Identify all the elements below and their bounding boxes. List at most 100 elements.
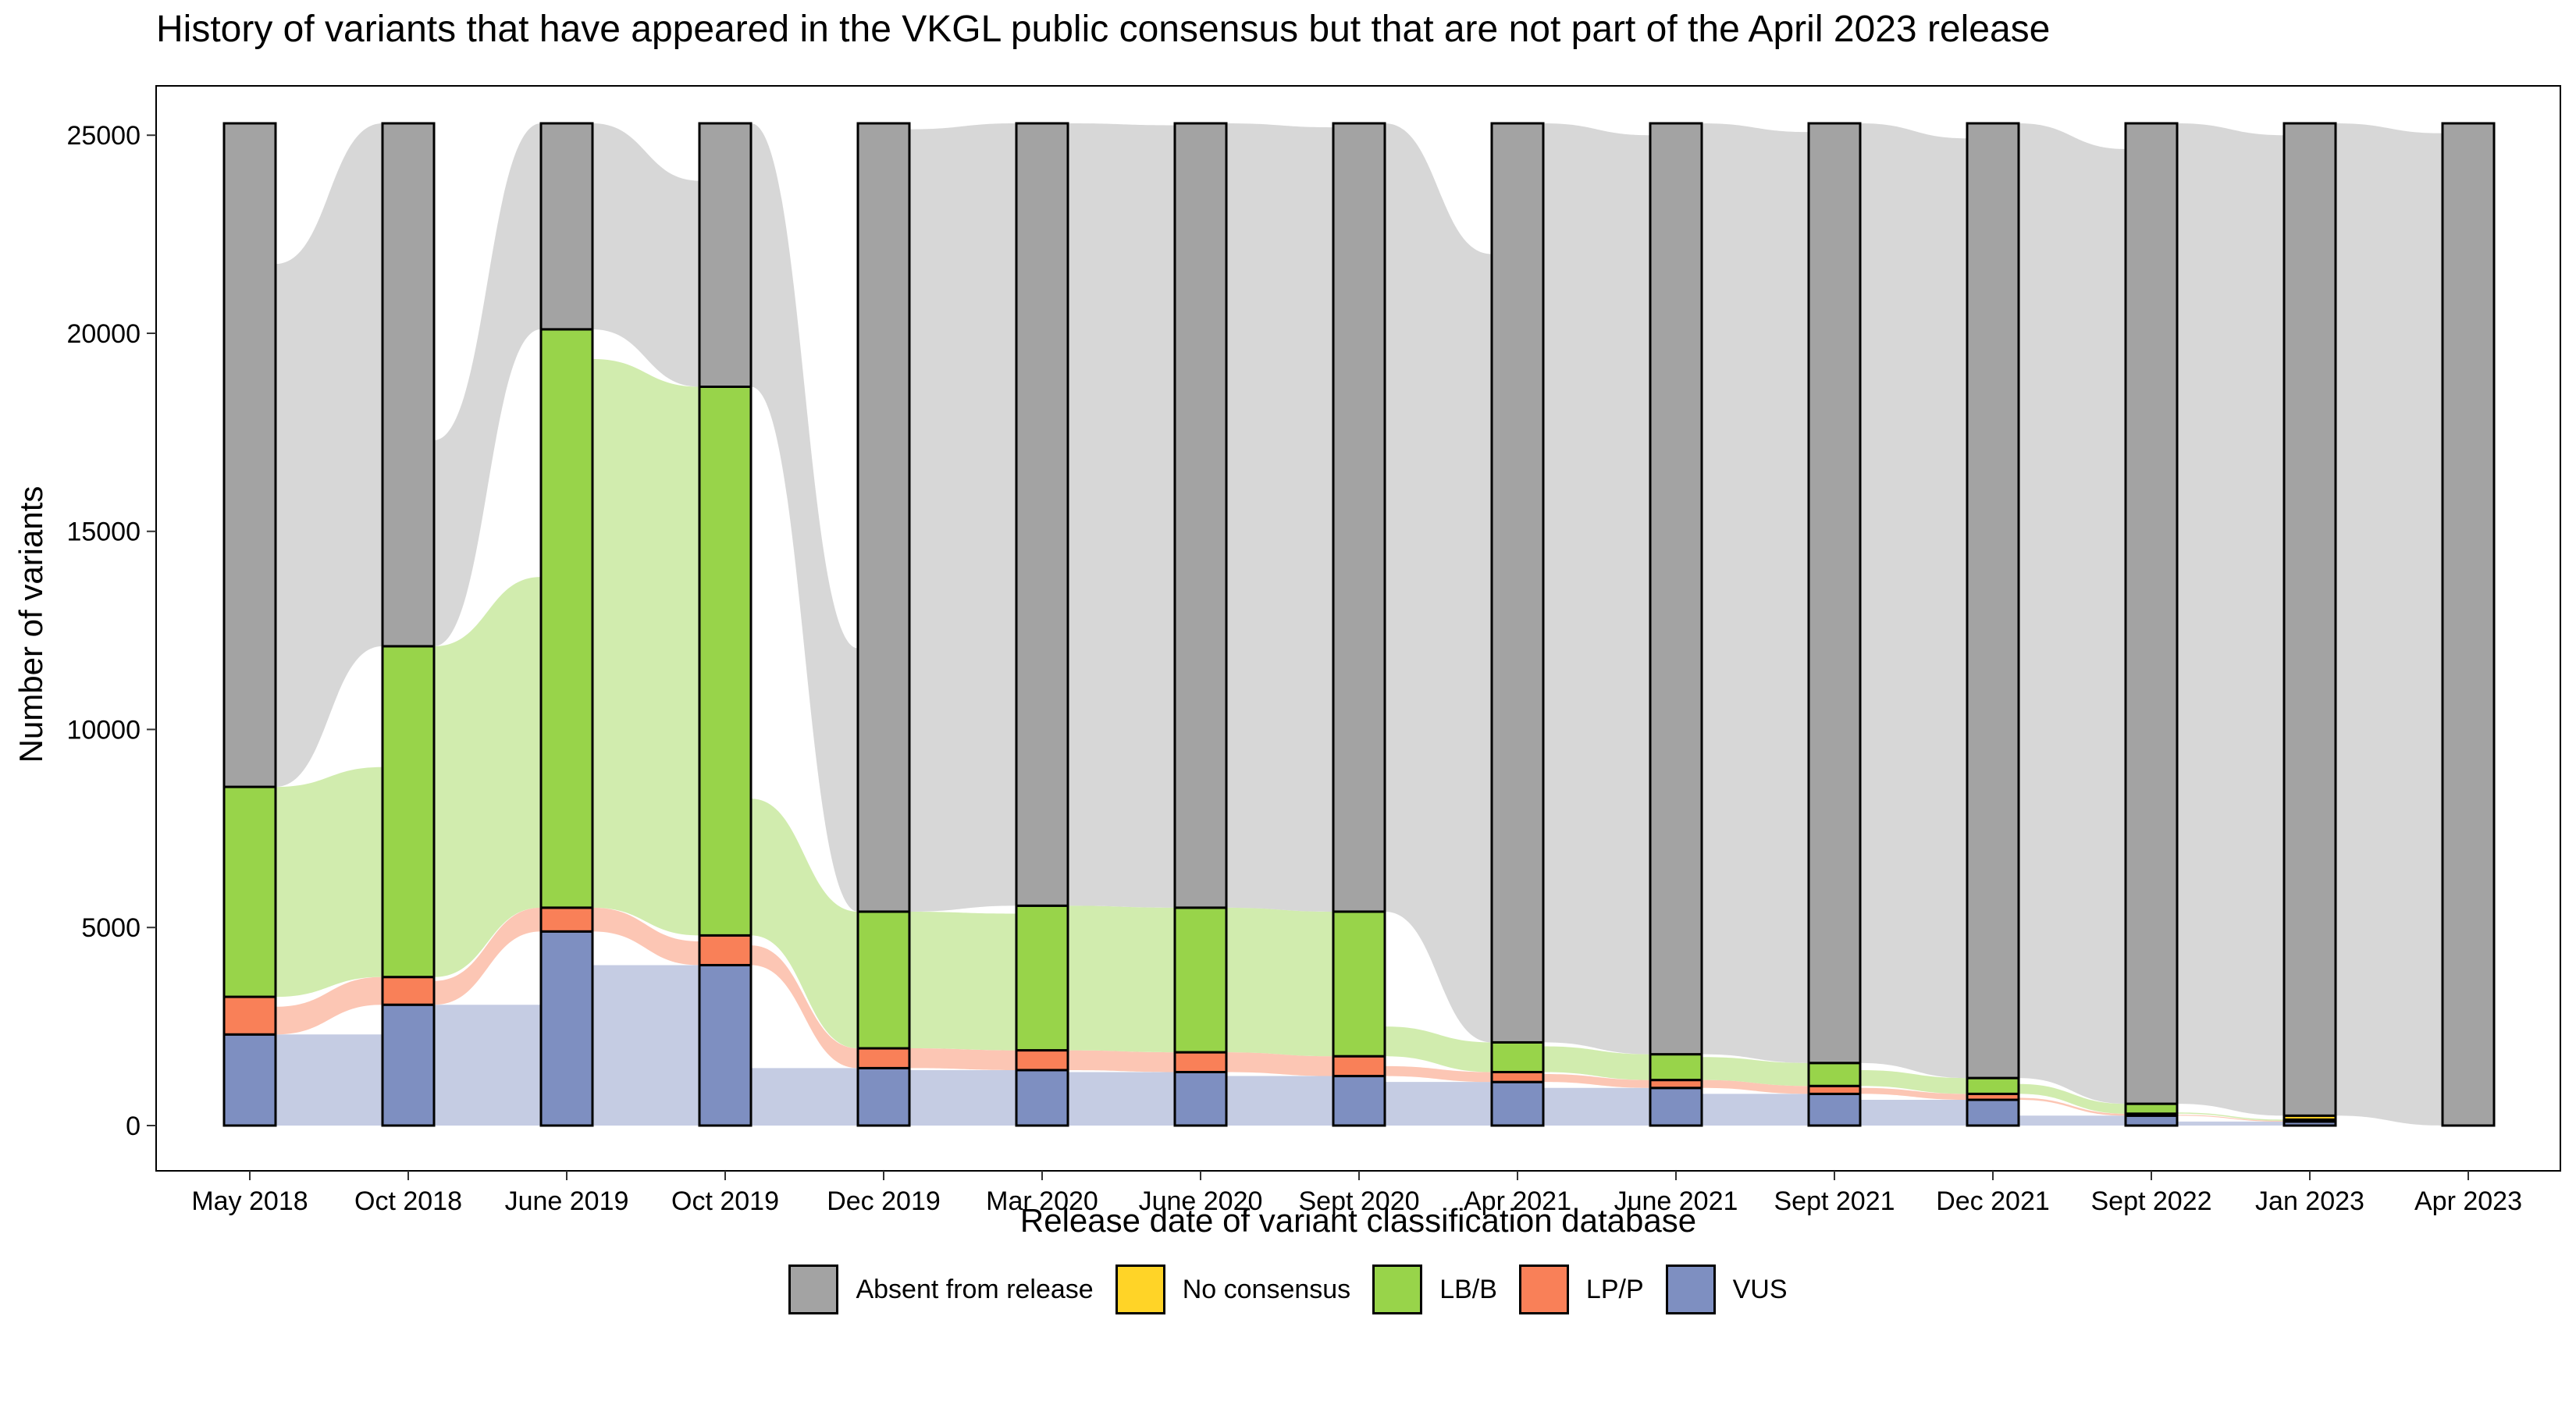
chart-title: History of variants that have appeared i… bbox=[156, 9, 2051, 50]
flow-absent-from-release-10 bbox=[1860, 123, 1967, 1079]
flow-absent-from-release-3 bbox=[751, 123, 858, 912]
flow-lp-p-11 bbox=[2019, 1097, 2126, 1116]
x-tick-label: Dec 2021 bbox=[1936, 1186, 2050, 1216]
x-tick-label: Mar 2020 bbox=[986, 1186, 1098, 1216]
flow-lb-b-0 bbox=[276, 767, 382, 998]
bar-segment-lp-p-oct-2018 bbox=[381, 976, 436, 1006]
bar-segment-absent-from-release-june-2021 bbox=[1649, 122, 1703, 1056]
bar-segment-lb-b-june-2019 bbox=[539, 328, 594, 909]
bar-segment-absent-from-release-sept-2020 bbox=[1332, 122, 1386, 913]
x-tick-label: Oct 2018 bbox=[354, 1186, 462, 1216]
legend-label: VUS bbox=[1732, 1274, 1788, 1304]
bar-segment-lb-b-sept-2021 bbox=[1807, 1062, 1862, 1087]
x-tick-label: Dec 2019 bbox=[827, 1186, 941, 1216]
flow-lb-b-3 bbox=[751, 799, 858, 1049]
flow-lp-p-0 bbox=[276, 976, 382, 1035]
x-axis: May 2018 Oct 2018 June 2019 Oct 2019 Dec 201… bbox=[191, 1171, 2522, 1216]
bar-segment-lb-b-sept-2022 bbox=[2124, 1102, 2179, 1115]
x-tick-label: Sept 2020 bbox=[1298, 1186, 1419, 1216]
bar-segment-lb-b-oct-2019 bbox=[698, 385, 753, 937]
flow-lb-b-9 bbox=[1702, 1057, 1809, 1087]
bar-segment-vus-june-2020 bbox=[1173, 1070, 1228, 1127]
flow-lp-p-12 bbox=[2177, 1115, 2284, 1122]
bar-segment-lb-b-dec-2019 bbox=[856, 910, 911, 1050]
flow-vus-2 bbox=[592, 965, 699, 1126]
y-tick-label: 5000 bbox=[81, 913, 141, 943]
flow-lp-p-5 bbox=[1068, 1050, 1175, 1072]
bar-segment-absent-from-release-oct-2019 bbox=[698, 122, 753, 388]
flow-lp-p-9 bbox=[1702, 1080, 1809, 1094]
legend-item-absent-from-release: Absent from release bbox=[788, 1264, 1094, 1314]
bar-segment-lp-p-oct-2019 bbox=[698, 934, 753, 966]
flow-lb-b-2 bbox=[592, 358, 699, 936]
bar-segment-lb-b-dec-2021 bbox=[1966, 1076, 2020, 1095]
bar-segment-vus-may-2018 bbox=[222, 1033, 277, 1127]
flow-lb-b-7 bbox=[1385, 1026, 1492, 1072]
flow-vus-3 bbox=[751, 1068, 858, 1126]
flows-layer bbox=[276, 123, 2443, 1126]
legend-label: LB/B bbox=[1439, 1274, 1497, 1304]
bar-segment-lp-p-sept-2020 bbox=[1332, 1055, 1386, 1078]
x-axis-title: Release date of variant classification d… bbox=[1020, 1202, 1696, 1239]
bar-segment-lp-p-apr-2021 bbox=[1490, 1070, 1545, 1083]
legend-label: Absent from release bbox=[856, 1274, 1094, 1304]
alluvial-plot: 0 5000 10000 15000 20000 25000 May 2018 Oct 20… bbox=[12, 85, 2561, 1239]
x-tick-label: Apr 2021 bbox=[1464, 1186, 1571, 1216]
legend-item-no-consensus: No consensus bbox=[1115, 1264, 1350, 1314]
flow-lb-b-8 bbox=[1543, 1046, 1650, 1080]
x-tick-label: June 2021 bbox=[1614, 1186, 1738, 1216]
flow-lb-b-4 bbox=[909, 911, 1016, 1051]
flow-lb-b-1 bbox=[434, 577, 541, 977]
bar-segment-lb-b-mar-2020 bbox=[1015, 904, 1069, 1052]
flow-absent-from-release-13 bbox=[2336, 123, 2443, 1126]
legend-label: No consensus bbox=[1182, 1274, 1351, 1304]
bar-segment-absent-from-release-sept-2021 bbox=[1807, 122, 1862, 1065]
legend-label: LP/P bbox=[1585, 1274, 1644, 1304]
bars-layer bbox=[222, 122, 2496, 1127]
legend-swatch bbox=[788, 1264, 839, 1314]
flow-lp-p-3 bbox=[751, 945, 858, 1069]
bar-segment-absent-from-release-dec-2019 bbox=[856, 122, 911, 913]
x-tick-label: Sept 2022 bbox=[2090, 1186, 2211, 1216]
flow-lb-b-6 bbox=[1226, 907, 1333, 1057]
bar-segment-absent-from-release-june-2019 bbox=[539, 122, 594, 331]
flow-vus-7 bbox=[1385, 1082, 1492, 1126]
bar-segment-lp-p-june-2021 bbox=[1649, 1079, 1703, 1090]
bar-segment-absent-from-release-apr-2021 bbox=[1490, 122, 1545, 1044]
bar-segment-vus-dec-2021 bbox=[1966, 1098, 2020, 1127]
flow-lp-p-8 bbox=[1543, 1074, 1650, 1088]
flow-lp-p-7 bbox=[1385, 1065, 1492, 1083]
y-tick-label: 0 bbox=[126, 1112, 141, 1141]
flow-absent-from-release-0 bbox=[276, 123, 382, 788]
bar-segment-lp-p-dec-2019 bbox=[856, 1047, 911, 1069]
bar-segment-lb-b-june-2020 bbox=[1173, 906, 1228, 1054]
bar-segment-absent-from-release-jan-2023 bbox=[2282, 122, 2337, 1117]
y-tick-label: 25000 bbox=[66, 121, 141, 151]
y-axis-title: Number of variants bbox=[12, 486, 49, 763]
flow-lp-p-6 bbox=[1226, 1052, 1333, 1076]
bar-segment-vus-apr-2021 bbox=[1490, 1080, 1545, 1127]
flow-vus-8 bbox=[1543, 1087, 1650, 1126]
bar-segment-vus-oct-2019 bbox=[698, 963, 753, 1127]
bar-segment-lp-p-june-2019 bbox=[539, 906, 594, 933]
flow-lb-b-11 bbox=[2019, 1083, 2126, 1114]
flow-absent-from-release-6 bbox=[1226, 123, 1333, 912]
flow-vus-11 bbox=[2019, 1115, 2126, 1126]
flow-vus-4 bbox=[909, 1069, 1016, 1126]
x-tick-label: Jan 2023 bbox=[2255, 1186, 2364, 1216]
legend: Absent from release No consensus LB/B LP/P V… bbox=[0, 1264, 2576, 1314]
flow-absent-from-release-11 bbox=[2019, 123, 2126, 1104]
bar-segment-absent-from-release-may-2018 bbox=[222, 122, 277, 788]
flow-vus-9 bbox=[1702, 1094, 1809, 1126]
y-axis: 0 5000 10000 15000 20000 25000 bbox=[66, 121, 156, 1141]
flow-lp-p-4 bbox=[909, 1048, 1016, 1070]
flow-lb-b-10 bbox=[1860, 1069, 1967, 1094]
bar-segment-absent-from-release-june-2020 bbox=[1173, 122, 1228, 909]
flow-absent-from-release-8 bbox=[1543, 123, 1650, 1055]
flow-absent-from-release-4 bbox=[909, 123, 1016, 912]
flow-lp-p-10 bbox=[1860, 1087, 1967, 1101]
flow-lp-p-1 bbox=[434, 907, 541, 1005]
flow-absent-from-release-7 bbox=[1385, 123, 1492, 1043]
flow-absent-from-release-2 bbox=[592, 123, 699, 387]
bar-segment-lb-b-sept-2020 bbox=[1332, 910, 1386, 1058]
